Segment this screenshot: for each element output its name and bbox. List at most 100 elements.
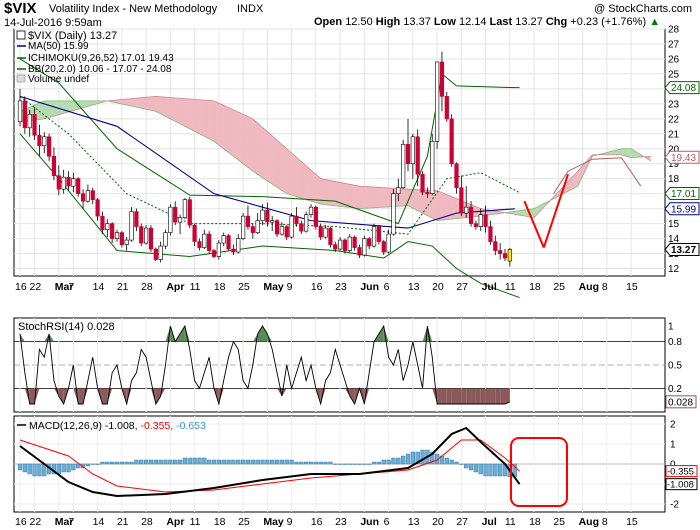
cloud-segment xyxy=(259,124,263,178)
cloud-segment xyxy=(330,180,333,206)
x-tick-label: 25 xyxy=(553,516,565,528)
macd-histogram-bar xyxy=(289,459,294,465)
senkou-b-line xyxy=(19,95,651,219)
cloud-segment xyxy=(313,171,317,203)
candle-body xyxy=(173,206,178,223)
macd-histogram-bar xyxy=(410,451,415,465)
cloud-segment xyxy=(247,116,251,170)
candle-body xyxy=(46,136,52,157)
macd-histogram-bar xyxy=(333,463,338,465)
cloud-segment xyxy=(456,198,460,219)
candle-body xyxy=(386,233,391,253)
price-tick-label: 28 xyxy=(668,25,680,36)
macd-histogram-bar xyxy=(177,459,183,465)
stochrsi-panel: 0.2 0.5 0.8 1 0.028 StochRSI(14) 0.028 xyxy=(13,317,697,413)
cloud-segment xyxy=(388,187,392,207)
cloud-segment xyxy=(257,122,261,177)
cloud-segment xyxy=(175,97,178,123)
macd-histogram-bar xyxy=(173,459,178,465)
macd-histogram-bar xyxy=(473,463,478,473)
candle-body xyxy=(110,223,115,239)
candle-body xyxy=(168,206,173,233)
high-label: High xyxy=(375,16,401,28)
stochrsi-oversold-fill xyxy=(78,388,84,404)
x-tick-label: May xyxy=(263,281,284,293)
candle-body xyxy=(371,226,377,247)
cloud-segment xyxy=(281,144,285,193)
cloud-segment xyxy=(58,100,62,115)
candle-body xyxy=(197,241,202,248)
cloud-segment xyxy=(628,148,632,158)
macd-legend: MACD(12,26,9) -1.008, -0.355, -0.653 xyxy=(17,420,206,432)
price-tag-box xyxy=(664,202,700,216)
cloud-segment xyxy=(378,187,382,208)
cloud-segment xyxy=(179,98,183,126)
stochrsi-oversold-fill xyxy=(495,388,501,404)
x-tick-label: 7 xyxy=(68,516,74,528)
candle-body xyxy=(294,215,299,224)
macd-histogram xyxy=(17,449,517,478)
candle-body xyxy=(488,226,493,242)
stochrsi-oversold-fill xyxy=(475,388,481,404)
candle-body xyxy=(177,217,183,223)
x-tick-label: 16 xyxy=(15,281,27,293)
macd-histogram-bar xyxy=(260,459,265,465)
macd-histogram-bar xyxy=(76,463,81,469)
cloud-segment xyxy=(145,96,149,110)
cloud-segment xyxy=(269,133,273,185)
candle-body xyxy=(163,232,168,247)
candle-body xyxy=(221,235,226,244)
macd-histogram-bar xyxy=(488,463,493,477)
x-tick-label: 8 xyxy=(602,281,608,293)
cloud-segment xyxy=(298,159,302,199)
candle-body xyxy=(148,227,154,250)
candle-body xyxy=(66,176,71,187)
cloud-segment xyxy=(155,96,159,113)
macd-histogram-bar xyxy=(182,457,187,465)
stochrsi-oversold-fill xyxy=(126,388,132,404)
cloud-segment xyxy=(136,97,139,108)
x-tick-label: Jul xyxy=(482,516,497,528)
cloud-segment xyxy=(286,148,290,195)
candle-body xyxy=(323,227,328,238)
macd-histogram-bar xyxy=(371,461,377,465)
stochrsi-oversold-fill xyxy=(500,388,505,404)
price-tick-label: 22 xyxy=(668,114,680,125)
x-tick-label: Apr xyxy=(166,516,184,528)
legend-volume-swatch xyxy=(16,74,26,83)
macd-histogram-bar xyxy=(211,459,217,465)
candle-body xyxy=(464,206,469,214)
stochrsi-last-box xyxy=(665,395,697,409)
cloud-segment xyxy=(148,96,152,111)
x-tick-label: 14 xyxy=(93,281,105,293)
cloud-segment xyxy=(274,137,278,188)
stochrsi-last-label: 0.028 xyxy=(668,397,693,408)
stochrsi-oversold-fill xyxy=(505,388,510,404)
candle-body xyxy=(473,223,479,227)
cloud-segment xyxy=(252,118,256,174)
stochrsi-oversold-fill xyxy=(485,388,491,404)
macd-histogram-bar xyxy=(22,463,27,473)
cloud-segment xyxy=(255,120,258,175)
candle-body xyxy=(226,235,231,250)
price-tag-label: 19.43 xyxy=(671,153,696,164)
cloud-segment xyxy=(133,97,137,108)
candle-body xyxy=(430,140,435,194)
x-tick-label: 11 xyxy=(505,516,516,528)
candle-body xyxy=(90,190,95,200)
candle-body xyxy=(498,250,503,254)
x-tick-label: 11 xyxy=(190,281,201,293)
candle-body xyxy=(449,118,454,165)
candle-body xyxy=(241,215,246,239)
cloud-segment xyxy=(194,99,198,133)
candle-body xyxy=(376,226,382,242)
candle-body xyxy=(37,134,42,147)
x-tick-label: 27 xyxy=(456,516,468,528)
macd-histogram-bar xyxy=(226,459,231,465)
cloud-segment xyxy=(199,99,203,136)
cloud-segment xyxy=(170,97,173,121)
low-label: Low xyxy=(433,16,456,28)
stochrsi-oversold-fill xyxy=(446,388,452,404)
x-tick-label: 13 xyxy=(408,281,420,293)
cloud-segment xyxy=(128,98,132,107)
